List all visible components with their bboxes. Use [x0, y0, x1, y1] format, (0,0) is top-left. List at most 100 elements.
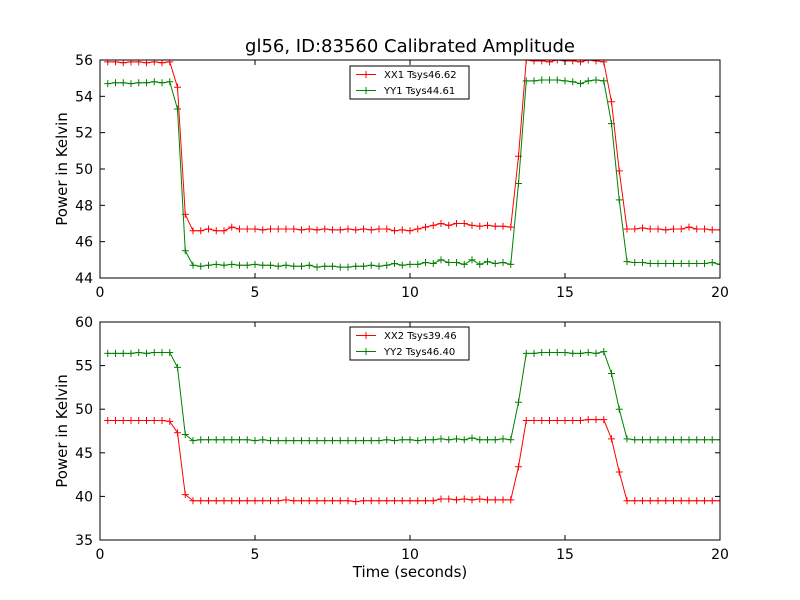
data-point [677, 497, 685, 505]
data-point [515, 180, 522, 188]
plot-area-bottom: 0 5 10 15 20 35 40 45 50 55 60 XX2 Tsys39.46 YY2 Tsy… [75, 315, 729, 563]
y-axis-label-top: Power in Kelvin [53, 112, 71, 226]
x-tick-label: 5 [251, 285, 260, 301]
data-point [398, 436, 406, 444]
y-tick-label: 56 [75, 53, 93, 69]
data-point [677, 225, 685, 233]
data-point [670, 436, 677, 444]
data-point [685, 223, 693, 231]
data-point [429, 259, 437, 267]
y-tick-label: 50 [75, 402, 93, 418]
data-point [592, 349, 600, 357]
data-point [197, 262, 205, 270]
data-point [267, 497, 274, 505]
data-point [290, 225, 298, 233]
x-tick-label: 0 [96, 547, 105, 563]
data-point [615, 468, 623, 476]
data-point [623, 497, 631, 505]
data-point [546, 76, 553, 84]
data-point [360, 225, 367, 233]
data-point [243, 497, 251, 505]
data-point [127, 417, 135, 425]
data-point [716, 226, 720, 234]
data-point [546, 60, 553, 66]
data-point [104, 417, 112, 425]
data-point [344, 263, 352, 271]
x-tick-label: 10 [401, 285, 419, 301]
data-point [445, 495, 453, 503]
data-point [608, 120, 615, 128]
data-point [259, 497, 267, 505]
data-point [367, 437, 375, 445]
data-point [336, 263, 344, 271]
data-point [212, 227, 220, 235]
data-point [251, 225, 259, 233]
subplot-bottom: 0 5 10 15 20 35 40 45 50 55 60 XX2 Tsys39.46 YY2 Tsy… [53, 315, 729, 563]
data-point [561, 77, 569, 85]
data-point [615, 196, 623, 204]
data-point [522, 349, 530, 357]
data-point [181, 491, 189, 499]
data-point [112, 60, 119, 66]
data-point [228, 223, 236, 231]
data-point [383, 225, 391, 233]
legend-label: YY2 Tsys46.40 [383, 347, 455, 358]
data-point [484, 496, 491, 504]
y-tick-label: 50 [75, 162, 93, 178]
data-point [150, 60, 158, 66]
data-point [600, 416, 608, 424]
x-tick-label: 10 [401, 547, 419, 563]
y-tick-label: 60 [75, 315, 93, 331]
data-point [670, 225, 677, 233]
data-point [453, 496, 460, 504]
data-point [189, 227, 197, 235]
data-point [212, 436, 220, 444]
y-tick-label: 35 [75, 533, 93, 549]
data-point [290, 262, 298, 270]
data-point [515, 463, 522, 471]
data-point [298, 262, 305, 270]
data-point [305, 225, 313, 233]
data-point [460, 220, 468, 227]
data-point [166, 60, 174, 66]
data-point [158, 79, 166, 87]
data-point [646, 225, 654, 233]
series-top-2 [104, 76, 720, 271]
data-point [569, 78, 577, 86]
data-point [212, 497, 220, 505]
data-point [274, 497, 282, 505]
data-point [538, 349, 546, 357]
data-point [112, 79, 119, 87]
data-point [654, 259, 662, 267]
data-point [406, 260, 414, 268]
data-point [670, 497, 677, 505]
data-point [212, 260, 220, 268]
data-point [228, 260, 236, 268]
data-point [522, 60, 530, 64]
data-point [321, 497, 329, 505]
legend-label: XX2 Tsys39.46 [384, 331, 457, 342]
data-point [584, 77, 592, 85]
data-point [592, 60, 600, 65]
data-point [391, 227, 398, 235]
data-point [546, 349, 553, 357]
data-point [422, 259, 429, 267]
data-point [119, 349, 127, 357]
data-point [491, 222, 499, 230]
data-point [321, 437, 329, 445]
y-tick-label: 40 [75, 489, 93, 505]
data-point [290, 437, 298, 445]
data-point [654, 436, 662, 444]
legend-marker [362, 87, 370, 94]
data-point [561, 349, 569, 357]
data-point [491, 496, 499, 504]
data-point [538, 76, 546, 84]
data-point [476, 495, 484, 503]
data-point [112, 349, 119, 357]
y-tick-label: 52 [75, 126, 93, 142]
x-tick-label: 5 [251, 547, 260, 563]
x-axis-label: Time (seconds) [352, 563, 468, 581]
data-point [608, 98, 615, 106]
data-point [189, 497, 197, 505]
data-point [135, 79, 143, 87]
